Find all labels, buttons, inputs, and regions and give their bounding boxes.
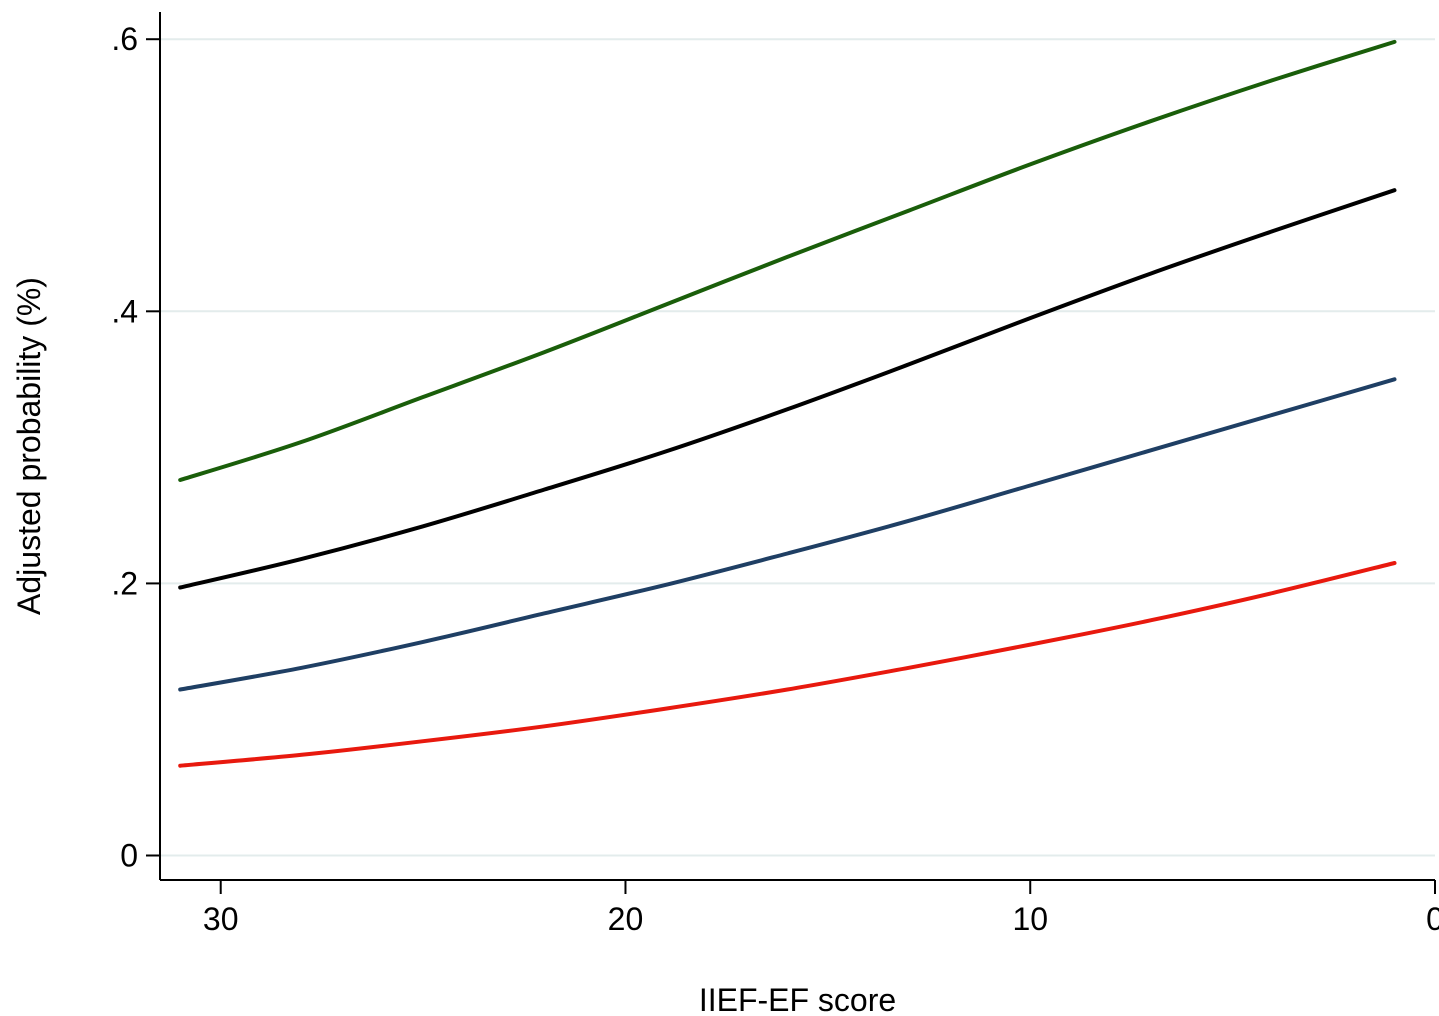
x-tick-label: 30 (203, 901, 239, 937)
x-tick-label: 10 (1012, 901, 1048, 937)
series-lines (178, 39, 1397, 768)
x-axis-title: IIEF-EF score (699, 982, 896, 1016)
axes (159, 12, 1435, 881)
y-tick-label: .2 (111, 565, 138, 601)
grid-lines (160, 38, 1435, 857)
y-tick-label: 0 (120, 838, 138, 874)
x-tick-label: 20 (608, 901, 644, 937)
y-tick-label: .6 (111, 21, 138, 57)
x-tick-label: 0 (1426, 901, 1439, 937)
y-axis-title: Adjusted probability (%) (11, 277, 47, 615)
tick-marks: 0 .2 .4 .6 30 20 10 0 (111, 21, 1439, 937)
series-line-3 (178, 377, 1397, 692)
y-tick-label: .4 (111, 293, 138, 329)
series-line-1 (178, 39, 1397, 482)
series-line-2 (178, 188, 1397, 590)
series-line-4 (178, 561, 1397, 768)
